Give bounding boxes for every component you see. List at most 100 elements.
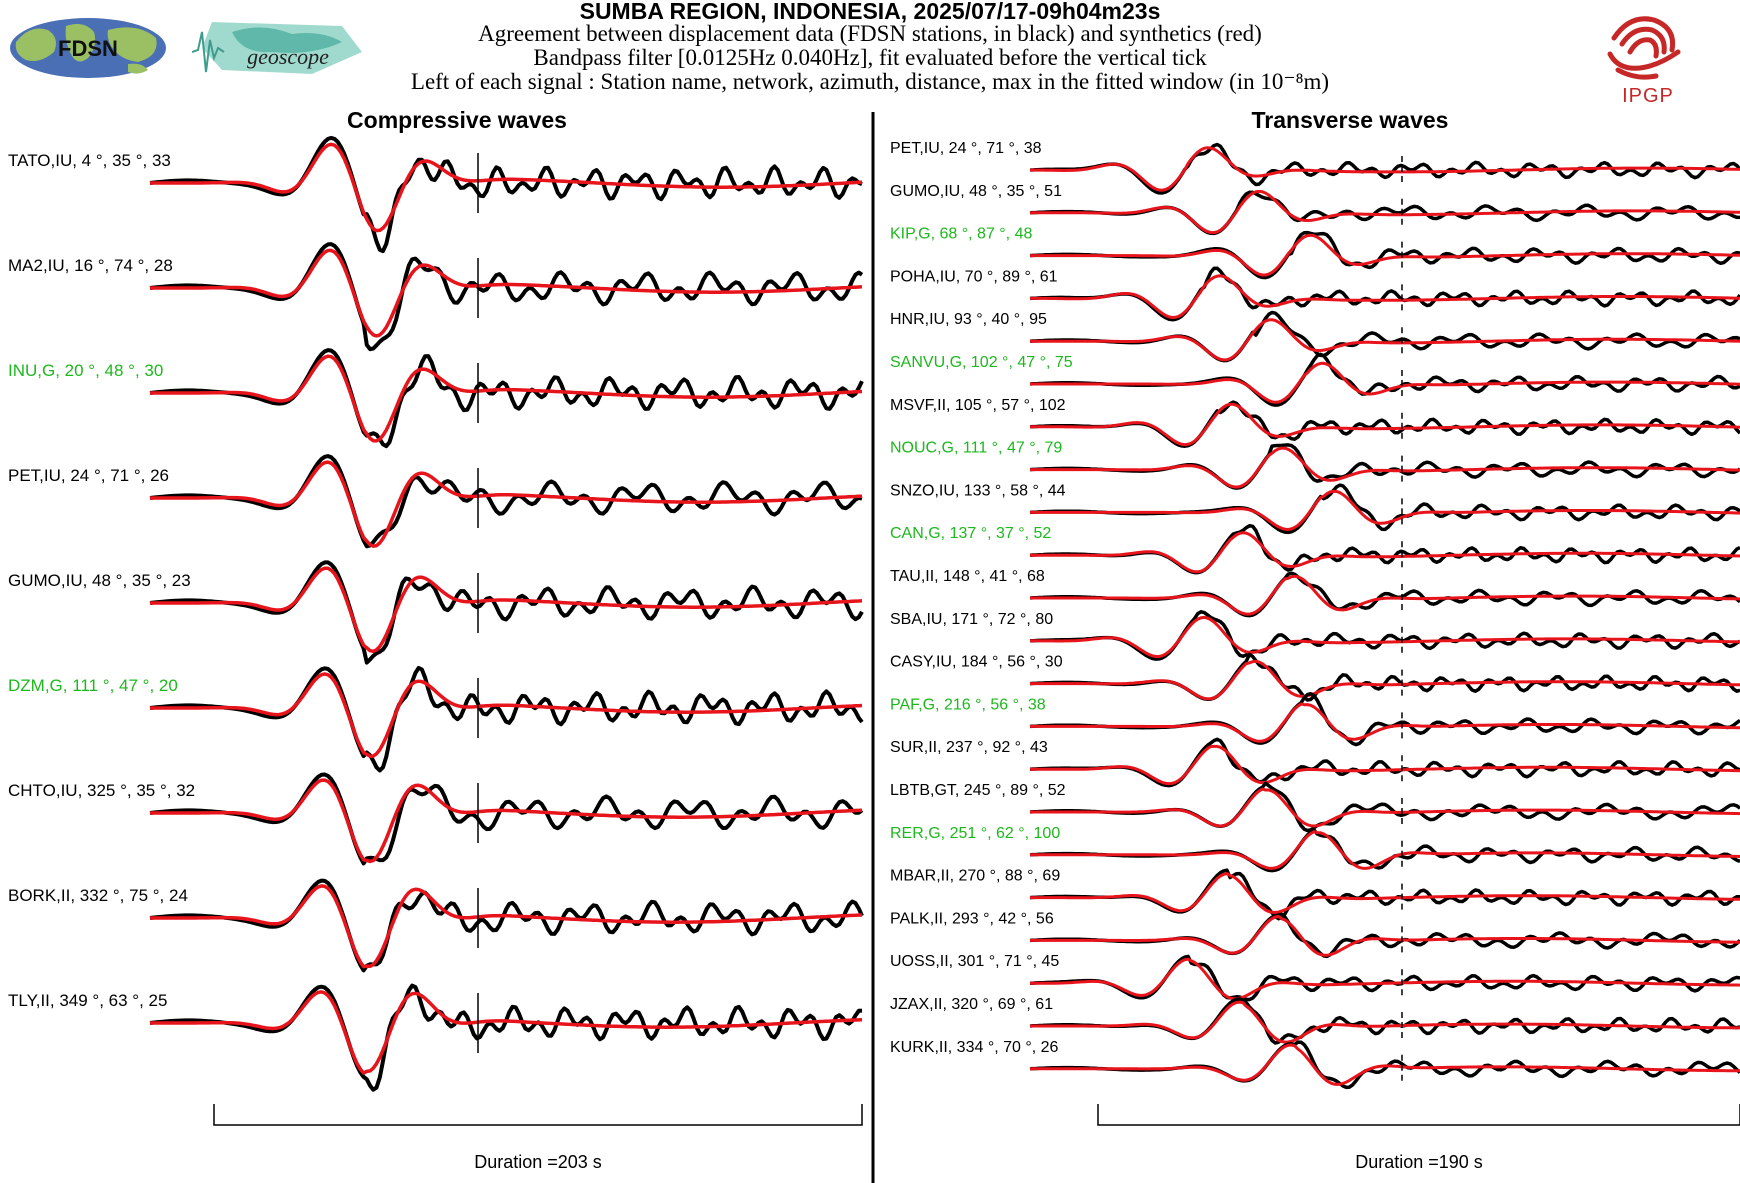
data-trace bbox=[1029, 610, 1740, 661]
data-trace bbox=[149, 560, 864, 665]
station-row: TATO,IU, 4 °, 35 °, 33 bbox=[8, 135, 863, 254]
station-row: PET,IU, 24 °, 71 °, 38 bbox=[890, 140, 1740, 195]
station-label: LBTB,GT, 245 °, 89 °, 52 bbox=[890, 782, 1066, 799]
station-row: CASY,IU, 184 °, 56 °, 30 bbox=[890, 652, 1740, 702]
synthetic-trace bbox=[150, 460, 863, 548]
synthetic-trace bbox=[1030, 361, 1740, 404]
station-row: MBAR,II, 270 °, 88 °, 69 bbox=[890, 868, 1740, 921]
synthetic-trace bbox=[1030, 233, 1740, 277]
synthetic-trace bbox=[1030, 274, 1740, 319]
synthetic-trace bbox=[1030, 189, 1740, 235]
synthetic-trace bbox=[1030, 787, 1740, 828]
duration-label: Duration =190 s bbox=[1355, 1152, 1483, 1172]
station-label: SNZO,IU, 133 °, 58 °, 44 bbox=[890, 482, 1066, 499]
station-label: MA2,IU, 16 °, 74 °, 28 bbox=[8, 256, 173, 275]
synthetic-trace bbox=[1030, 574, 1740, 616]
synthetic-trace bbox=[1030, 1000, 1740, 1044]
station-label: INU,G, 20 °, 48 °, 30 bbox=[8, 361, 163, 380]
data-trace bbox=[1029, 912, 1740, 959]
compressive-panel: Compressive waves TATO,IU, 4 °, 35 °, 33 M… bbox=[8, 107, 864, 1172]
synthetic-trace bbox=[1030, 531, 1740, 574]
synthetic-trace bbox=[1029, 957, 1740, 1001]
station-row: DZM,G, 111 °, 47 °, 20 bbox=[8, 665, 864, 773]
data-trace bbox=[1029, 997, 1740, 1045]
station-label: MBAR,II, 270 °, 88 °, 69 bbox=[890, 868, 1060, 885]
synthetic-trace bbox=[150, 354, 863, 443]
synthetic-trace bbox=[1030, 702, 1740, 743]
station-label: PALK,II, 293 °, 42 °, 56 bbox=[890, 910, 1054, 927]
fdsn-logo: FDSN bbox=[10, 18, 166, 78]
synthetic-trace bbox=[1030, 872, 1740, 914]
data-trace bbox=[149, 135, 863, 254]
station-label: TAU,II, 148 °, 41 °, 68 bbox=[890, 568, 1045, 585]
station-row: SUR,II, 237 °, 92 °, 43 bbox=[890, 737, 1740, 788]
station-label: JZAX,II, 320 °, 69 °, 61 bbox=[890, 996, 1053, 1013]
data-trace bbox=[1029, 483, 1740, 535]
station-row: PALK,II, 293 °, 42 °, 56 bbox=[890, 910, 1740, 959]
data-trace bbox=[149, 242, 864, 352]
station-row: MA2,IU, 16 °, 74 °, 28 bbox=[8, 242, 864, 352]
station-label: BORK,II, 332 °, 75 °, 24 bbox=[8, 886, 188, 905]
station-row: PAF,G, 216 °, 56 °, 38 bbox=[890, 691, 1740, 747]
station-row: HNR,IU, 93 °, 40 °, 95 bbox=[890, 310, 1740, 363]
fdsn-logo-text: FDSN bbox=[58, 36, 118, 61]
synthetic-trace bbox=[1030, 914, 1740, 957]
station-row: LBTB,GT, 245 °, 89 °, 52 bbox=[890, 781, 1740, 833]
data-trace bbox=[149, 878, 864, 973]
synthetic-trace bbox=[1030, 1043, 1740, 1086]
synthetic-trace bbox=[1030, 830, 1740, 870]
geoscope-logo: geoscope bbox=[192, 22, 362, 74]
data-trace bbox=[1029, 571, 1740, 618]
station-label: PET,IU, 24 °, 71 °, 38 bbox=[890, 140, 1042, 157]
panel-title: Transverse waves bbox=[1252, 107, 1449, 133]
figure-title: SUMBA REGION, INDONESIA, 2025/07/17-09h0… bbox=[579, 0, 1161, 24]
station-label: DZM,G, 111 °, 47 °, 20 bbox=[8, 676, 178, 695]
transverse-panel: Transverse waves PET,IU, 24 °, 71 °, 38 GU… bbox=[890, 107, 1740, 1172]
station-label: PET,IU, 24 °, 71 °, 26 bbox=[8, 466, 169, 485]
data-trace bbox=[1029, 310, 1740, 363]
subtitle-line-2: Bandpass filter [0.0125Hz 0.040Hz], fit … bbox=[533, 45, 1207, 70]
station-label: TLY,II, 349 °, 63 °, 25 bbox=[8, 991, 167, 1010]
station-label: KURK,II, 334 °, 70 °, 26 bbox=[890, 1039, 1059, 1056]
station-label: HNR,IU, 93 °, 40 °, 95 bbox=[890, 311, 1047, 328]
station-row: INU,G, 20 °, 48 °, 30 bbox=[8, 348, 864, 449]
station-label: TATO,IU, 4 °, 35 °, 33 bbox=[8, 151, 171, 170]
synthetic-trace bbox=[1030, 446, 1740, 489]
panel-title: Compressive waves bbox=[347, 107, 567, 133]
synthetic-trace bbox=[1030, 402, 1740, 447]
station-label: KIP,G, 68 °, 87 °, 48 bbox=[890, 226, 1032, 243]
station-row: GUMO,IU, 48 °, 35 °, 23 bbox=[8, 560, 864, 665]
station-label: GUMO,IU, 48 °, 35 °, 23 bbox=[8, 571, 191, 590]
data-trace bbox=[1029, 737, 1740, 788]
geoscope-logo-text: geoscope bbox=[247, 44, 329, 69]
data-trace bbox=[1029, 652, 1740, 702]
synthetic-trace bbox=[150, 778, 863, 864]
station-label: UOSS,II, 301 °, 71 °, 45 bbox=[890, 953, 1059, 970]
synthetic-trace bbox=[150, 672, 863, 759]
station-row: GUMO,IU, 48 °, 35 °, 51 bbox=[890, 183, 1740, 236]
synthetic-trace bbox=[1030, 146, 1740, 192]
station-label: CASY,IU, 184 °, 56 °, 30 bbox=[890, 654, 1063, 671]
station-label: CAN,G, 137 °, 37 °, 52 bbox=[890, 525, 1051, 542]
station-row: KURK,II, 334 °, 70 °, 26 bbox=[890, 1039, 1740, 1090]
synthetic-trace bbox=[1030, 489, 1740, 531]
station-row: CHTO,IU, 325 °, 35 °, 32 bbox=[8, 772, 864, 866]
station-row: SANVU,G, 102 °, 47 °, 75 bbox=[890, 352, 1740, 407]
data-trace bbox=[149, 772, 864, 866]
data-trace bbox=[149, 665, 864, 773]
station-label: SBA,IU, 171 °, 72 °, 80 bbox=[890, 611, 1053, 628]
synthetic-trace bbox=[1030, 744, 1740, 786]
synthetic-trace bbox=[1030, 659, 1740, 701]
station-row: TLY,II, 349 °, 63 °, 25 bbox=[8, 983, 863, 1092]
ipgp-logo-text: IPGP bbox=[1622, 85, 1674, 107]
station-row: SNZO,IU, 133 °, 58 °, 44 bbox=[890, 482, 1740, 535]
data-trace bbox=[149, 983, 863, 1092]
station-row: UOSS,II, 301 °, 71 °, 45 bbox=[890, 953, 1740, 1002]
data-trace bbox=[1029, 954, 1740, 1002]
synthetic-trace bbox=[150, 990, 863, 1075]
data-trace bbox=[1029, 691, 1740, 747]
station-label: PAF,G, 216 °, 56 °, 38 bbox=[890, 696, 1046, 713]
duration-label: Duration =203 s bbox=[474, 1152, 602, 1172]
station-label: RER,G, 251 °, 62 °, 100 bbox=[890, 825, 1060, 842]
